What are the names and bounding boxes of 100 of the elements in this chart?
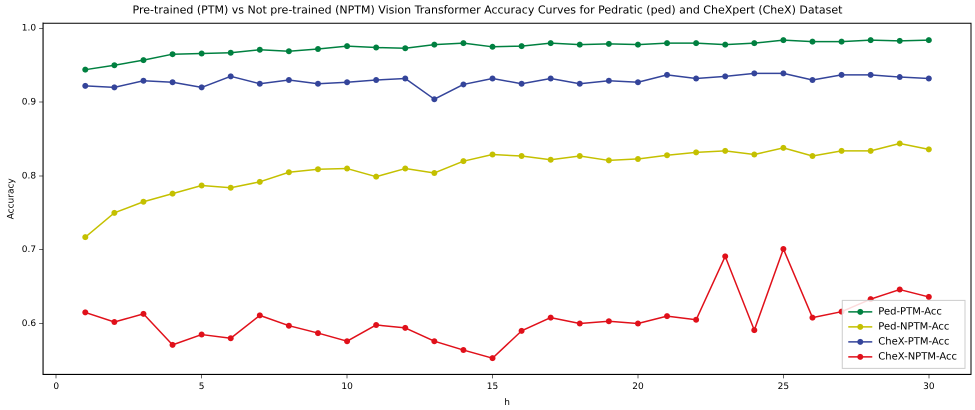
point [314, 330, 321, 336]
point [256, 312, 263, 318]
x-tick-label: 10 [341, 382, 354, 392]
point [373, 322, 380, 328]
point [809, 38, 816, 45]
point [576, 153, 583, 160]
x-tick-label: 5 [198, 382, 205, 392]
y-tick-label: 0.9 [22, 97, 36, 108]
chart-title: Pre-trained (PTM) vs Not pre-trained (NPTM) Vision Transformer Accuracy Curves for Pedratic (ped) and CheXpert (CheX) Dataset [132, 3, 844, 16]
point [896, 38, 903, 44]
point [402, 324, 408, 331]
point [926, 76, 932, 82]
point [82, 66, 88, 73]
point [780, 246, 786, 252]
point [838, 148, 845, 154]
point [198, 182, 205, 189]
point [228, 73, 234, 80]
point [228, 50, 234, 56]
point [198, 84, 205, 90]
point [373, 77, 380, 84]
point [431, 96, 438, 102]
y-tick-label: 0.7 [22, 245, 36, 256]
point [693, 76, 700, 82]
point [314, 80, 321, 87]
point [111, 210, 118, 216]
point [606, 318, 612, 324]
point [664, 313, 670, 320]
point [256, 178, 263, 185]
point [286, 77, 292, 84]
point [751, 70, 758, 76]
x-axis-title: h [504, 398, 510, 408]
point [664, 40, 670, 46]
point [286, 322, 292, 329]
point [518, 153, 525, 160]
point [490, 355, 496, 362]
point [460, 81, 466, 88]
point [140, 78, 146, 84]
y-axis-title: Accuracy [6, 178, 17, 220]
point [780, 37, 786, 44]
point [868, 148, 874, 154]
point [111, 84, 118, 90]
point [373, 174, 380, 180]
point [490, 44, 496, 50]
point [868, 37, 874, 44]
point [314, 166, 321, 172]
point [926, 37, 932, 44]
point [548, 76, 554, 82]
y-tick-label: 0.8 [22, 171, 36, 182]
point [693, 316, 700, 323]
point [693, 149, 700, 156]
point [838, 72, 845, 78]
point [518, 328, 525, 334]
point [344, 338, 350, 344]
point [606, 78, 612, 84]
point [170, 51, 176, 58]
point [926, 294, 932, 300]
x-tick-label: 30 [923, 382, 935, 392]
point [634, 320, 641, 326]
point [256, 46, 263, 53]
point [780, 144, 786, 151]
point [344, 43, 350, 50]
legend-label: Ped-NPTM-Acc [878, 321, 950, 332]
point [809, 77, 816, 84]
point [751, 40, 758, 46]
point [693, 40, 700, 46]
point [838, 38, 845, 45]
point [402, 76, 408, 82]
point [634, 42, 641, 48]
point [170, 79, 176, 86]
point [140, 57, 146, 64]
point [606, 40, 612, 47]
point [634, 79, 641, 86]
y-tick-label: 1.0 [22, 24, 36, 34]
point [170, 190, 176, 197]
point [780, 70, 786, 76]
point [490, 76, 496, 82]
point [314, 46, 321, 52]
point [722, 73, 728, 80]
legend-label: Ped-PTM-Acc [878, 306, 942, 318]
point [518, 80, 525, 87]
x-tick-label: 15 [486, 382, 498, 392]
point [256, 80, 263, 87]
point [664, 72, 670, 78]
point [896, 140, 903, 146]
point [548, 156, 554, 163]
point [518, 43, 525, 50]
point [809, 153, 816, 160]
point [548, 40, 554, 46]
point [722, 148, 728, 154]
point [460, 158, 466, 164]
point [198, 50, 205, 56]
point [722, 42, 728, 48]
point [751, 327, 758, 334]
point [751, 152, 758, 158]
point [82, 234, 88, 240]
point [576, 320, 583, 326]
legend-label: CheX-NPTM-Acc [878, 351, 958, 362]
point [402, 45, 408, 52]
point [460, 40, 466, 46]
point [140, 198, 146, 205]
